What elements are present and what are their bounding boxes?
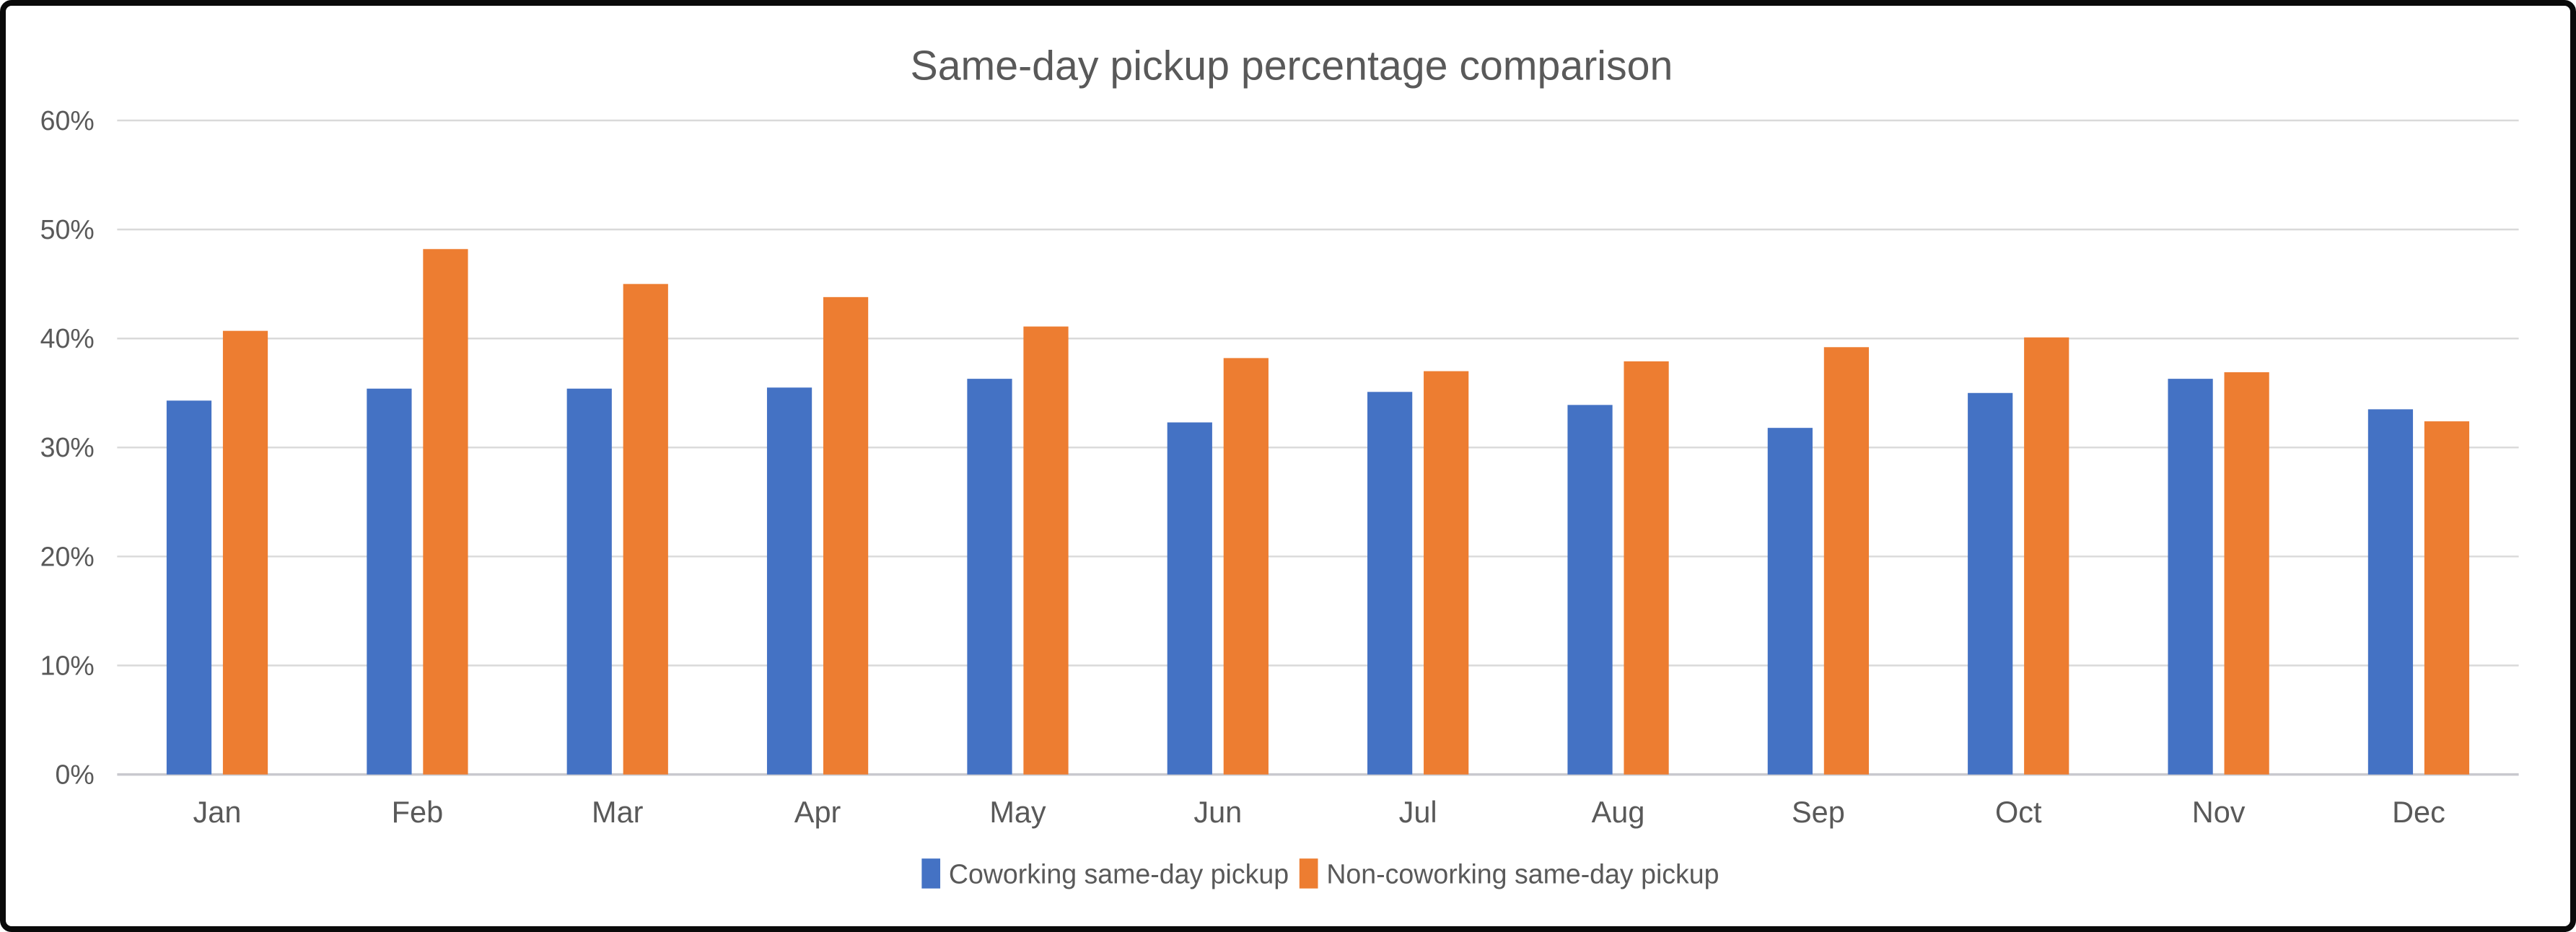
x-axis-month-label: Sep <box>1792 795 1845 829</box>
legend-swatch-coworking <box>921 858 941 889</box>
x-axis-month-label: Apr <box>794 795 841 829</box>
y-axis-tick-label: 0% <box>56 759 95 789</box>
bar-coworking-apr <box>766 387 812 775</box>
bar-non-coworking-dec <box>2424 421 2470 775</box>
x-axis-month-label: Jun <box>1193 795 1242 829</box>
y-axis-tick-label: 20% <box>40 541 95 571</box>
bar-non-coworking-sep <box>1823 347 1870 775</box>
y-axis-tick-labels: 0% 10% 20% 30% 40% 50% 60% <box>40 105 95 790</box>
bar-non-coworking-apr <box>823 296 869 775</box>
y-axis-tick-label: 60% <box>40 105 95 136</box>
x-axis-month-label: Aug <box>1592 795 1645 829</box>
x-axis-month-label: Nov <box>2192 795 2246 829</box>
bar-coworking-jul <box>1367 392 1413 775</box>
y-axis-tick-label: 30% <box>40 432 95 462</box>
bar-coworking-nov <box>2168 379 2213 775</box>
x-axis-month-labels: Jan Feb Mar Apr May Jun Jul Aug Sep Oct Nov Dec <box>193 795 2445 829</box>
bar-coworking-jun <box>1167 422 1212 775</box>
x-axis-month-label: Dec <box>2392 795 2445 829</box>
x-axis-month-label: Mar <box>592 795 644 829</box>
x-axis-month-label: May <box>989 795 1046 829</box>
bar-coworking-aug <box>1567 405 1613 775</box>
y-axis-tick-label: 50% <box>40 214 95 245</box>
bar-coworking-may <box>967 379 1012 775</box>
bar-non-coworking-aug <box>1624 361 1669 775</box>
bar-coworking-sep <box>1767 428 1813 775</box>
bar-coworking-mar <box>566 388 612 775</box>
bar-coworking-dec <box>2367 409 2414 775</box>
x-axis-month-label: Jan <box>193 795 242 829</box>
x-axis-month-label: Feb <box>392 795 443 829</box>
bar-non-coworking-nov <box>2224 372 2269 775</box>
gridlines <box>117 119 2519 776</box>
bar-non-coworking-mar <box>623 283 668 775</box>
bar-chart: Same-day pickup percentage comparison 0%… <box>40 43 2519 889</box>
bar-coworking-oct <box>1968 392 2013 775</box>
bar-coworking-jan <box>166 400 212 775</box>
bar-groups <box>166 249 2470 775</box>
bar-non-coworking-feb <box>423 249 468 775</box>
bar-non-coworking-oct <box>2024 337 2069 775</box>
x-axis-month-label: Jul <box>1399 795 1437 829</box>
y-axis-tick-label: 10% <box>40 650 95 680</box>
legend-label: Coworking same-day pickup <box>949 859 1289 889</box>
bar-non-coworking-jun <box>1223 358 1269 775</box>
chart-title: Same-day pickup percentage comparison <box>911 43 1673 89</box>
legend-swatch-non-coworking <box>1299 858 1318 889</box>
bar-coworking-feb <box>367 388 412 775</box>
bar-non-coworking-may <box>1023 326 1069 775</box>
bar-non-coworking-jan <box>222 330 268 775</box>
legend-label: Non-coworking same-day pickup <box>1326 859 1719 889</box>
x-axis-month-label: Oct <box>1995 795 2042 829</box>
legend: Coworking same-day pickup Non-coworking s… <box>921 858 1719 889</box>
bar-non-coworking-jul <box>1424 371 1469 775</box>
y-axis-tick-label: 40% <box>40 323 95 353</box>
